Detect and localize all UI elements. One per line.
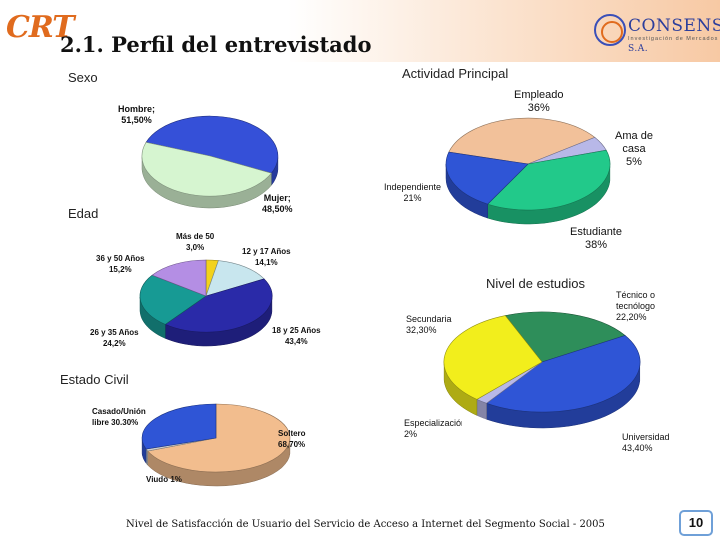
nivel-label-tecnico: Técnico o tecnólogo 22,20% (616, 290, 656, 322)
actividad-pie-chart (445, 117, 611, 225)
actividad-slice-2 (487, 149, 611, 211)
sexo-slice-0 (145, 115, 279, 174)
actividad-label-estudiante: Estudiante 38% (570, 226, 622, 251)
sexo-slice-1 (141, 141, 272, 197)
consenso-logo-icon (594, 14, 626, 46)
actividad-slice-3 (445, 151, 529, 205)
edad-slice-4 (151, 259, 207, 297)
edad-label-18-25: 18 y 25 Años 43,4% (272, 326, 321, 346)
company-logo-text: CONSENSO S.A. (628, 16, 720, 54)
nivel-slice-1 (485, 335, 641, 413)
page-title: 2.1. Perfil del entrevistado (60, 32, 372, 57)
section-nivel: Nivel de estudios (486, 276, 585, 291)
edad-label-mas-de-50: Más de 50 3,0% (176, 232, 215, 252)
sexo-label-mujer: Mujer; 48,50% (262, 193, 293, 214)
page-number: 10 (679, 510, 713, 536)
brand-logo: CRT (6, 10, 75, 45)
section-actividad: Actividad Principal (402, 66, 509, 81)
nivel-label-especializacion: Especialización/maestría2% (404, 418, 462, 439)
civil-slice-0 (147, 403, 291, 473)
nivel-slice-3 (443, 315, 543, 400)
section-estado-civil: Estado Civil (60, 372, 129, 387)
nivel-slice-0 (504, 311, 626, 363)
nivel-label-universidad: Universidad 43,40% (622, 432, 670, 453)
edad-label-36-50: 36 y 50 Años 15,2% (96, 254, 145, 274)
civil-label-casado: Casado/Unión libre 30.30% (92, 407, 146, 427)
company-tagline: Investigación de Mercados (628, 36, 719, 42)
section-edad: Edad (68, 206, 99, 221)
sexo-pie-chart (141, 115, 279, 209)
actividad-label-empleado: Empleado 36% (514, 89, 564, 114)
edad-label-26-35: 26 y 35 Años 24,2% (90, 328, 139, 348)
civil-pie-chart (141, 403, 291, 487)
civil-label-soltero: Soltero 68,70% (278, 429, 306, 449)
edad-pie-chart (139, 259, 273, 347)
civil-slice-2 (141, 403, 217, 450)
actividad-slice-0 (448, 117, 596, 165)
edad-slice-2 (164, 278, 273, 333)
nivel-label-secundaria: Secundaria 32,30% (406, 314, 452, 335)
section-sexo: Sexo (68, 70, 98, 85)
civil-label-viudo: Viudo 1% (146, 475, 182, 484)
edad-label-12-17: 12 y 17 Años 14,1% (242, 247, 291, 267)
actividad-label-independiente: Independiente 21% (384, 182, 442, 203)
footer-caption: Nivel de Satisfacción de Usuario del Ser… (126, 519, 605, 530)
nivel-pie-chart (443, 311, 641, 429)
actividad-label-ama-de-casa: Ama de casa 5% (615, 130, 653, 168)
edad-slice-1 (205, 260, 265, 297)
edad-slice-3 (139, 274, 207, 325)
sexo-label-hombre: Hombre; 51,50% (118, 104, 156, 125)
